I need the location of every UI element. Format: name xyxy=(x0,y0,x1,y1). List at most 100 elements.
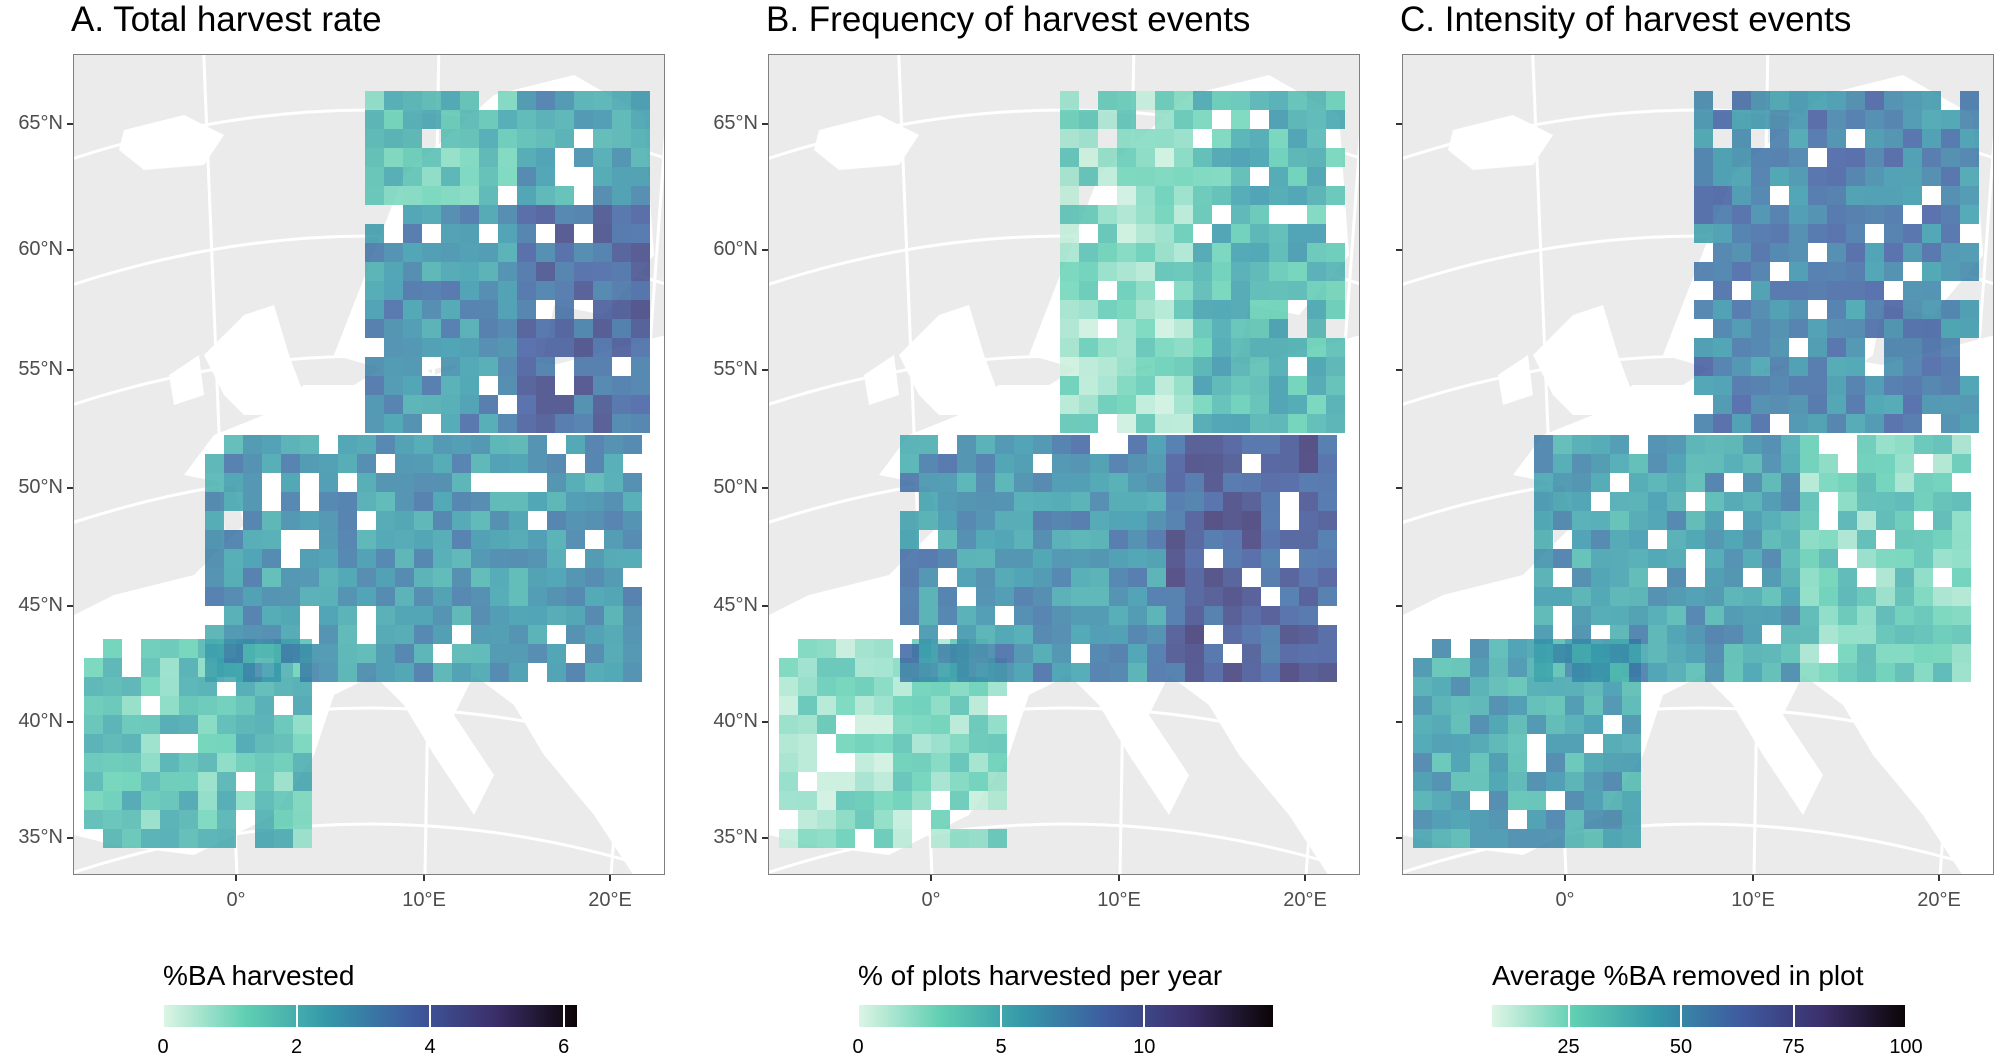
grid-cell xyxy=(1117,91,1136,110)
grid-cell xyxy=(509,568,528,587)
latitude-label: 45°N xyxy=(18,594,63,616)
grid-cell xyxy=(441,167,460,186)
grid-cell xyxy=(403,262,422,281)
grid-cell xyxy=(460,129,479,148)
grid-cell xyxy=(1546,829,1565,848)
grid-cell xyxy=(479,338,498,357)
grid-cell xyxy=(1846,357,1865,376)
grid-cell xyxy=(1090,644,1109,663)
grid-cell xyxy=(1667,625,1686,644)
axis-tick xyxy=(67,605,73,607)
grid-cell xyxy=(1565,753,1584,772)
grid-cell xyxy=(1846,281,1865,300)
grid-cell xyxy=(1565,715,1584,734)
grid-cell xyxy=(1534,625,1553,644)
grid-cell xyxy=(1432,734,1451,753)
grid-cell xyxy=(1174,91,1193,110)
grid-cell xyxy=(1212,91,1231,110)
grid-cell xyxy=(1136,262,1155,281)
grid-cell xyxy=(566,435,585,454)
grid-cell xyxy=(1155,224,1174,243)
grid-cell xyxy=(1922,262,1941,281)
grid-cell xyxy=(422,205,441,224)
grid-cell xyxy=(995,644,1014,663)
grid-cell xyxy=(1610,568,1629,587)
axis-tick xyxy=(67,249,73,251)
grid-cell xyxy=(403,395,422,414)
grid-cell xyxy=(1128,663,1147,682)
grid-cell xyxy=(479,414,498,433)
grid-cell xyxy=(1128,606,1147,625)
grid-cell xyxy=(1933,644,1952,663)
grid-cell xyxy=(938,511,957,530)
latitude-label: 35°N xyxy=(713,826,758,848)
grid-cell xyxy=(1489,829,1508,848)
grid-cell xyxy=(631,376,650,395)
grid-cell xyxy=(1109,587,1128,606)
grid-cell xyxy=(585,435,604,454)
grid-cell xyxy=(255,810,274,829)
grid-cell xyxy=(631,91,650,110)
grid-cell xyxy=(262,606,281,625)
grid-cell xyxy=(574,205,593,224)
grid-cell xyxy=(1174,224,1193,243)
grid-cell xyxy=(338,530,357,549)
grid-cell xyxy=(1250,205,1269,224)
grid-cell xyxy=(1941,300,1960,319)
grid-cell xyxy=(995,473,1014,492)
grid-cell xyxy=(1667,473,1686,492)
grid-cell xyxy=(1952,568,1971,587)
grid-cell xyxy=(1223,549,1242,568)
grid-cell xyxy=(1231,262,1250,281)
grid-cell xyxy=(205,511,224,530)
grid-cell xyxy=(1713,262,1732,281)
grid-cell xyxy=(376,663,395,682)
grid-cell xyxy=(900,606,919,625)
grid-cell xyxy=(1686,644,1705,663)
grid-cell xyxy=(536,205,555,224)
grid-cell xyxy=(1432,715,1451,734)
grid-cell xyxy=(1952,663,1971,682)
grid-cell xyxy=(1846,186,1865,205)
grid-cell xyxy=(460,395,479,414)
grid-cell xyxy=(1789,91,1808,110)
grid-cell xyxy=(1922,281,1941,300)
grid-cell xyxy=(976,625,995,644)
grid-cell xyxy=(1751,395,1770,414)
grid-cell xyxy=(300,644,319,663)
grid-cell xyxy=(1762,473,1781,492)
grid-cell xyxy=(1071,435,1090,454)
grid-cell xyxy=(141,829,160,848)
grid-cell xyxy=(585,663,604,682)
grid-cell xyxy=(1789,186,1808,205)
grid-cell xyxy=(490,606,509,625)
grid-cell xyxy=(631,357,650,376)
grid-cell xyxy=(1212,167,1231,186)
grid-cell xyxy=(1250,186,1269,205)
grid-cell xyxy=(403,414,422,433)
grid-cell xyxy=(452,606,471,625)
grid-cell xyxy=(1117,205,1136,224)
grid-cell xyxy=(919,473,938,492)
grid-cell xyxy=(384,300,403,319)
grid-cell xyxy=(1572,549,1591,568)
grid-cell xyxy=(160,753,179,772)
grid-cell xyxy=(1508,734,1527,753)
grid-cell xyxy=(1705,511,1724,530)
grid-cell xyxy=(1865,243,1884,262)
grid-cell xyxy=(509,511,528,530)
grid-cell xyxy=(555,319,574,338)
grid-cell xyxy=(798,753,817,772)
grid-cell xyxy=(555,262,574,281)
grid-cell xyxy=(1136,224,1155,243)
grid-cell xyxy=(1933,530,1952,549)
grid-cell xyxy=(1136,338,1155,357)
grid-cell xyxy=(1838,625,1857,644)
grid-cell xyxy=(1212,395,1231,414)
grid-cell xyxy=(274,829,293,848)
land-shape xyxy=(119,115,224,170)
grid-cell xyxy=(1713,395,1732,414)
grid-cell xyxy=(1846,376,1865,395)
grid-cell xyxy=(969,753,988,772)
grid-cell xyxy=(1789,243,1808,262)
